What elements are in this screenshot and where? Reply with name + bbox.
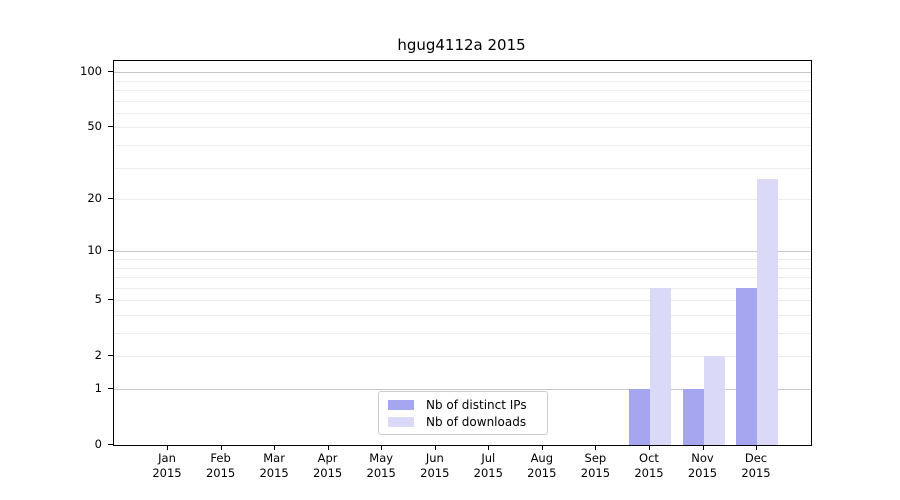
x-tick-label: Jun 2015 — [403, 451, 467, 481]
x-tick-label: Apr 2015 — [296, 451, 360, 481]
major-gridline — [114, 72, 811, 74]
y-axis-tick — [108, 250, 113, 252]
x-tick-month: Oct — [639, 451, 659, 465]
minor-gridline — [114, 277, 811, 278]
bar-distinct-ips — [629, 389, 650, 445]
major-gridline — [114, 251, 811, 253]
y-tick-label: 10 — [87, 243, 102, 258]
x-axis-tick — [274, 445, 276, 450]
x-tick-label: May 2015 — [349, 451, 413, 481]
legend-swatch — [388, 416, 414, 427]
minor-gridline — [114, 199, 811, 201]
x-tick-label: Dec 2015 — [724, 451, 788, 481]
y-axis-tick — [108, 71, 113, 73]
x-tick-label: Feb 2015 — [189, 451, 253, 481]
x-tick-month: Jan — [158, 451, 176, 465]
minor-gridline — [114, 80, 811, 82]
y-axis-tick — [108, 126, 113, 128]
y-tick-label: 0 — [94, 437, 102, 451]
x-tick-label: Jan 2015 — [135, 451, 199, 481]
legend: Nb of distinct IPs Nb of downloads — [378, 391, 548, 435]
x-tick-year: 2015 — [205, 466, 236, 480]
x-tick-month: Jun — [425, 451, 444, 465]
bar-downloads — [757, 178, 778, 445]
x-tick-month: Nov — [691, 451, 714, 465]
y-axis-tick — [108, 299, 113, 301]
minor-gridline — [114, 333, 811, 334]
y-axis-tick — [108, 388, 113, 389]
x-tick-month: Jul — [481, 451, 496, 465]
x-tick-month: Mar — [263, 451, 285, 465]
x-tick-month: Sep — [584, 451, 607, 465]
x-tick-label: Mar 2015 — [242, 451, 306, 481]
minor-gridline — [114, 112, 811, 114]
x-axis-tick — [488, 445, 490, 450]
x-tick-label: Jul 2015 — [456, 451, 520, 481]
minor-gridline — [114, 90, 811, 91]
x-tick-label: Oct 2015 — [617, 451, 681, 481]
legend-swatch — [388, 399, 414, 410]
x-axis-tick — [595, 445, 597, 450]
x-axis-tick — [167, 445, 168, 450]
x-tick-year: 2015 — [687, 466, 718, 480]
x-tick-year: 2015 — [259, 466, 289, 480]
y-axis-tick — [108, 355, 113, 357]
chart-title: hgug4112a 2015 — [397, 36, 526, 54]
minor-gridline — [114, 300, 811, 302]
x-tick-year: 2015 — [741, 466, 771, 480]
x-axis-tick — [220, 445, 222, 450]
plot-area — [113, 60, 812, 446]
x-tick-year: 2015 — [312, 466, 343, 480]
x-tick-label: Sep 2015 — [563, 451, 627, 481]
major-gridline — [114, 389, 811, 390]
y-tick-label: 20 — [87, 191, 102, 206]
minor-gridline — [114, 145, 811, 146]
minor-gridline — [114, 167, 811, 169]
minor-gridline — [114, 127, 811, 129]
x-tick-month: Apr — [317, 451, 338, 465]
x-tick-year: 2015 — [527, 466, 557, 480]
x-axis-tick — [434, 445, 436, 450]
y-tick-label: 50 — [87, 119, 102, 134]
y-axis-tick — [108, 198, 113, 200]
x-tick-label: Nov 2015 — [671, 451, 735, 481]
x-axis-tick — [702, 445, 704, 450]
x-tick-year: 2015 — [366, 466, 396, 480]
x-tick-label: Aug 2015 — [510, 451, 574, 481]
legend-item: Nb of downloads — [379, 415, 547, 429]
y-tick-label: 2 — [94, 348, 102, 363]
bar-distinct-ips — [736, 287, 757, 445]
x-tick-year: 2015 — [473, 466, 503, 480]
minor-gridline — [114, 267, 811, 269]
x-axis-tick — [327, 445, 329, 450]
bar-downloads — [650, 287, 671, 445]
y-tick-label: 1 — [94, 381, 102, 395]
bar-distinct-ips — [682, 389, 704, 445]
x-tick-year: 2015 — [634, 466, 664, 480]
minor-gridline — [114, 356, 811, 358]
bar-downloads — [703, 356, 725, 445]
x-tick-year: 2015 — [580, 466, 611, 480]
minor-gridline — [114, 100, 811, 102]
x-tick-year: 2015 — [152, 466, 182, 480]
x-tick-month: Feb — [210, 451, 231, 465]
x-tick-year: 2015 — [420, 466, 450, 480]
legend-item: Nb of distinct IPs — [379, 398, 547, 412]
legend-label: Nb of distinct IPs — [426, 397, 527, 412]
x-tick-month: Dec — [744, 451, 768, 465]
x-axis-tick — [649, 445, 650, 450]
minor-gridline — [114, 287, 811, 289]
y-tick-label: 100 — [80, 64, 102, 79]
minor-gridline — [114, 259, 811, 260]
legend-label: Nb of downloads — [426, 414, 527, 429]
y-tick-label: 5 — [94, 292, 102, 307]
x-tick-month: May — [369, 451, 394, 465]
minor-gridline — [114, 315, 811, 316]
x-axis-tick — [541, 445, 543, 450]
x-axis-tick — [381, 445, 383, 450]
x-tick-month: Aug — [530, 451, 554, 465]
y-axis-tick — [108, 444, 113, 445]
x-axis-tick — [756, 445, 757, 450]
